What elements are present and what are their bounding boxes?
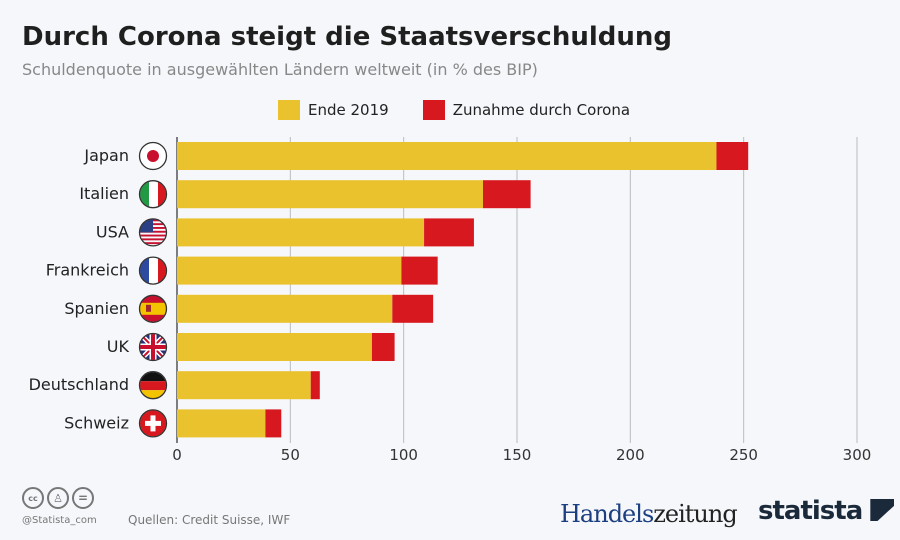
bar-zunahme-frankreich bbox=[401, 256, 438, 285]
flag-italien-icon bbox=[138, 180, 168, 209]
cc-icon: cc bbox=[22, 487, 44, 509]
bar-zunahme-usa bbox=[424, 218, 474, 247]
x-tick-label: 250 bbox=[729, 446, 758, 464]
x-tick-label: 150 bbox=[503, 446, 532, 464]
bar-ende-2019-italien bbox=[177, 180, 483, 209]
logo-part: zeitung bbox=[653, 500, 737, 528]
equals-icon: = bbox=[72, 487, 94, 509]
bar-zunahme-japan bbox=[716, 142, 749, 170]
bar-ende-2019-japan bbox=[177, 142, 717, 170]
cc-license-icons: cc ♙ = bbox=[22, 487, 94, 509]
bar-zunahme-schweiz bbox=[265, 409, 282, 438]
logo-text: statista bbox=[758, 496, 863, 526]
flag-spanien-icon bbox=[138, 294, 168, 323]
bar-zunahme-italien bbox=[483, 180, 531, 209]
category-label: Deutschland bbox=[29, 375, 129, 394]
legend-item-ende-2019: Ende 2019 bbox=[278, 100, 389, 120]
flag-frankreich-icon bbox=[138, 256, 168, 285]
person-icon: ♙ bbox=[47, 487, 69, 509]
handelszeitung-logo: Handelszeitung bbox=[560, 500, 738, 528]
x-tick-label: 300 bbox=[843, 446, 872, 464]
bar-ende-2019-schweiz bbox=[177, 409, 266, 438]
bar-ende-2019-deutschland bbox=[177, 371, 311, 400]
x-tick-label: 0 bbox=[172, 446, 182, 464]
legend-label: Ende 2019 bbox=[308, 101, 389, 119]
flag-japan-icon bbox=[138, 141, 168, 171]
statista-handle: @Statista_com bbox=[22, 515, 97, 526]
category-label: Japan bbox=[83, 146, 129, 165]
flag-schweiz-icon bbox=[138, 409, 168, 438]
x-tick-label: 200 bbox=[616, 446, 645, 464]
flag-uk-icon bbox=[138, 332, 168, 362]
source-text: Quellen: Credit Suisse, IWF bbox=[128, 513, 291, 527]
bar-ende-2019-spanien bbox=[177, 294, 393, 323]
category-label: UK bbox=[107, 337, 130, 356]
legend-item-zunahme: Zunahme durch Corona bbox=[422, 100, 631, 120]
bar-ende-2019-usa bbox=[177, 218, 425, 247]
category-label: Spanien bbox=[64, 299, 129, 318]
bar-zunahme-deutschland bbox=[310, 371, 320, 400]
flag-usa-icon bbox=[138, 218, 168, 247]
category-label: Frankreich bbox=[46, 261, 129, 280]
legend: Ende 2019 Zunahme durch Corona bbox=[278, 100, 630, 120]
statista-logo: statista bbox=[758, 496, 895, 526]
logo-part: Handels bbox=[560, 500, 654, 528]
chart-subtitle: Schuldenquote in ausgewählten Ländern we… bbox=[22, 60, 538, 79]
flag-deutschland-icon bbox=[138, 371, 168, 400]
legend-swatch bbox=[422, 100, 445, 120]
x-tick-label: 100 bbox=[389, 446, 418, 464]
chart-title: Durch Corona steigt die Staatsverschuldu… bbox=[22, 22, 672, 52]
x-tick-label: 50 bbox=[281, 446, 300, 464]
legend-label: Zunahme durch Corona bbox=[452, 101, 631, 119]
bar-zunahme-spanien bbox=[392, 294, 434, 323]
bar-zunahme-uk bbox=[371, 333, 395, 361]
category-label: Italien bbox=[79, 184, 129, 203]
bar-ende-2019-frankreich bbox=[177, 256, 402, 285]
category-label: USA bbox=[96, 222, 129, 241]
category-label: Schweiz bbox=[64, 413, 129, 432]
bar-ende-2019-uk bbox=[177, 333, 372, 361]
legend-swatch bbox=[278, 100, 300, 120]
statista-icon bbox=[870, 499, 895, 521]
